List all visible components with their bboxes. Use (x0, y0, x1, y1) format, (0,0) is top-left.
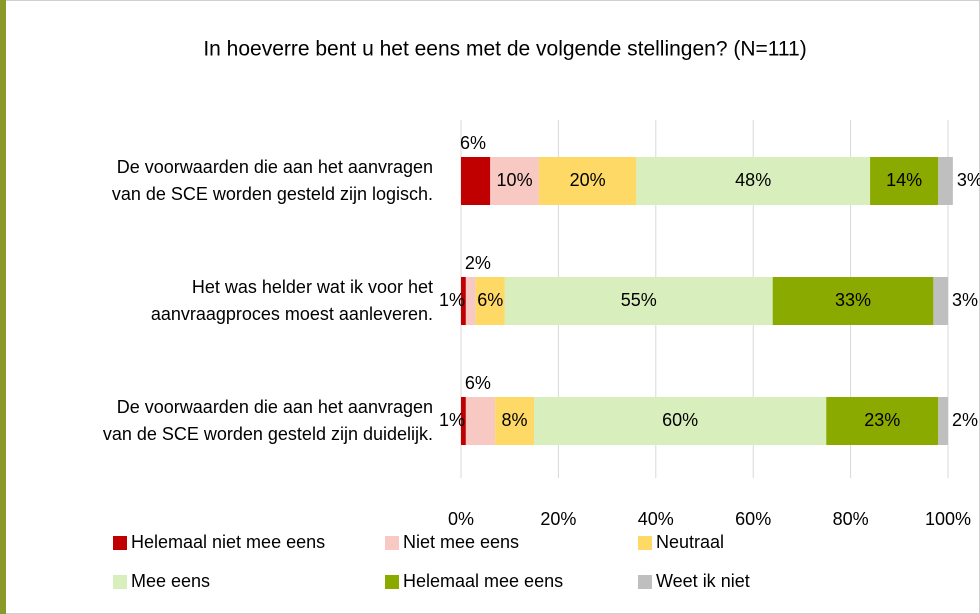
legend-label: Weet ik niet (656, 571, 750, 591)
category-label: van de SCE worden gesteld zijn logisch. (112, 184, 433, 204)
data-label: 60% (662, 410, 698, 430)
data-label: 23% (864, 410, 900, 430)
legend-swatch (113, 575, 127, 589)
bar-segment (461, 277, 466, 325)
data-label: 55% (621, 290, 657, 310)
legend-swatch (113, 536, 127, 550)
category-label: De voorwaarden die aan het aanvragen (117, 157, 433, 177)
data-label: 6% (460, 133, 486, 153)
x-tick-label: 100% (925, 509, 971, 529)
data-label: 20% (570, 170, 606, 190)
bar-segment (938, 157, 953, 205)
bar-segment (826, 397, 939, 445)
data-label: 33% (835, 290, 871, 310)
data-label: 10% (497, 170, 533, 190)
legend-swatch (385, 536, 399, 550)
legend-label: Neutraal (656, 532, 724, 552)
category-label: van de SCE worden gesteld zijn duidelijk… (103, 424, 433, 444)
bar-segment (534, 397, 827, 445)
bar-segment (636, 157, 871, 205)
bar-segment (490, 157, 539, 205)
x-tick-label: 80% (833, 509, 869, 529)
bar-segment (772, 277, 934, 325)
data-label: 1% (439, 410, 465, 430)
bar-segment (465, 277, 476, 325)
legend-label: Niet mee eens (403, 532, 519, 552)
data-label: 2% (465, 253, 491, 273)
data-label: 6% (465, 373, 491, 393)
legend-label: Mee eens (131, 571, 210, 591)
bar-segment (938, 397, 948, 445)
data-label: 48% (735, 170, 771, 190)
category-label: De voorwaarden die aan het aanvragen (117, 397, 433, 417)
data-label: 2% (952, 410, 978, 430)
chart-title: In hoeverre bent u het eens met de volge… (203, 38, 806, 61)
legend-swatch (385, 575, 399, 589)
data-label: 3% (952, 290, 978, 310)
bar-segment (475, 277, 505, 325)
accent-stripe (0, 0, 6, 614)
bar-segment (870, 157, 939, 205)
bar-segment (461, 157, 491, 205)
data-label: 1% (439, 290, 465, 310)
bar-segment (465, 397, 496, 445)
x-tick-label: 0% (448, 509, 474, 529)
data-label: 3% (957, 170, 980, 190)
data-label: 14% (886, 170, 922, 190)
x-tick-label: 60% (735, 509, 771, 529)
legend-swatch (638, 536, 652, 550)
category-label: aanvraagproces moest aanleveren. (151, 304, 433, 324)
bar-segment (495, 397, 535, 445)
legend-label: Helemaal niet mee eens (131, 532, 325, 552)
legend-label: Helemaal mee eens (403, 571, 563, 591)
data-label: 6% (477, 290, 503, 310)
bar-segment (461, 397, 466, 445)
bar-segment (538, 157, 637, 205)
category-label: Het was helder wat ik voor het (192, 277, 433, 297)
data-label: 8% (502, 410, 528, 430)
bar-segment (504, 277, 773, 325)
legend-swatch (638, 575, 652, 589)
x-tick-label: 40% (638, 509, 674, 529)
x-tick-label: 20% (540, 509, 576, 529)
bar-segment (933, 277, 948, 325)
